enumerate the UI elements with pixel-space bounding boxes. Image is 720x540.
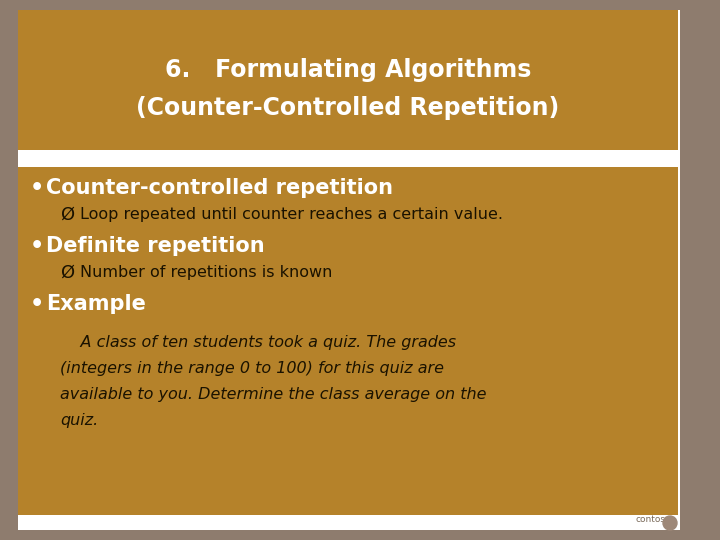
- Text: available to you. Determine the class average on the: available to you. Determine the class av…: [60, 387, 487, 402]
- Text: Loop repeated until counter reaches a certain value.: Loop repeated until counter reaches a ce…: [80, 207, 503, 222]
- Text: (Counter-Controlled Repetition): (Counter-Controlled Repetition): [136, 96, 559, 120]
- FancyBboxPatch shape: [18, 10, 702, 530]
- Text: •: •: [30, 294, 44, 314]
- FancyBboxPatch shape: [18, 10, 678, 150]
- FancyBboxPatch shape: [18, 150, 678, 167]
- Text: contoso: contoso: [636, 516, 672, 524]
- Circle shape: [663, 516, 677, 530]
- Text: Number of repetitions is known: Number of repetitions is known: [80, 266, 333, 280]
- Text: 6.   Formulating Algorithms: 6. Formulating Algorithms: [165, 58, 531, 82]
- Text: A class of ten students took a quiz. The grades: A class of ten students took a quiz. The…: [60, 334, 456, 349]
- FancyBboxPatch shape: [18, 515, 678, 530]
- Text: Counter-controlled repetition: Counter-controlled repetition: [46, 178, 393, 198]
- FancyBboxPatch shape: [18, 167, 678, 515]
- Text: (integers in the range 0 to 100) for this quiz are: (integers in the range 0 to 100) for thi…: [60, 361, 444, 375]
- Text: Example: Example: [46, 294, 146, 314]
- Text: Ø: Ø: [60, 206, 74, 224]
- Text: Ø: Ø: [60, 264, 74, 282]
- Text: •: •: [30, 236, 44, 256]
- Text: quiz.: quiz.: [60, 413, 98, 428]
- Text: •: •: [30, 178, 44, 198]
- Text: Definite repetition: Definite repetition: [46, 236, 265, 256]
- FancyBboxPatch shape: [680, 10, 710, 530]
